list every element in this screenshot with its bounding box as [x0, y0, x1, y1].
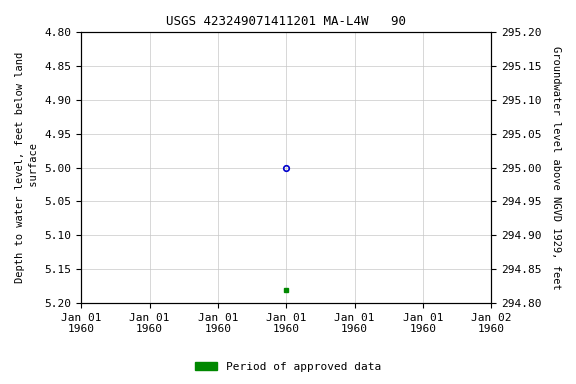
Title: USGS 423249071411201 MA-L4W   90: USGS 423249071411201 MA-L4W 90: [166, 15, 406, 28]
Y-axis label: Groundwater level above NGVD 1929, feet: Groundwater level above NGVD 1929, feet: [551, 46, 561, 290]
Y-axis label: Depth to water level, feet below land
 surface: Depth to water level, feet below land su…: [15, 52, 39, 283]
Legend: Period of approved data: Period of approved data: [191, 358, 385, 377]
